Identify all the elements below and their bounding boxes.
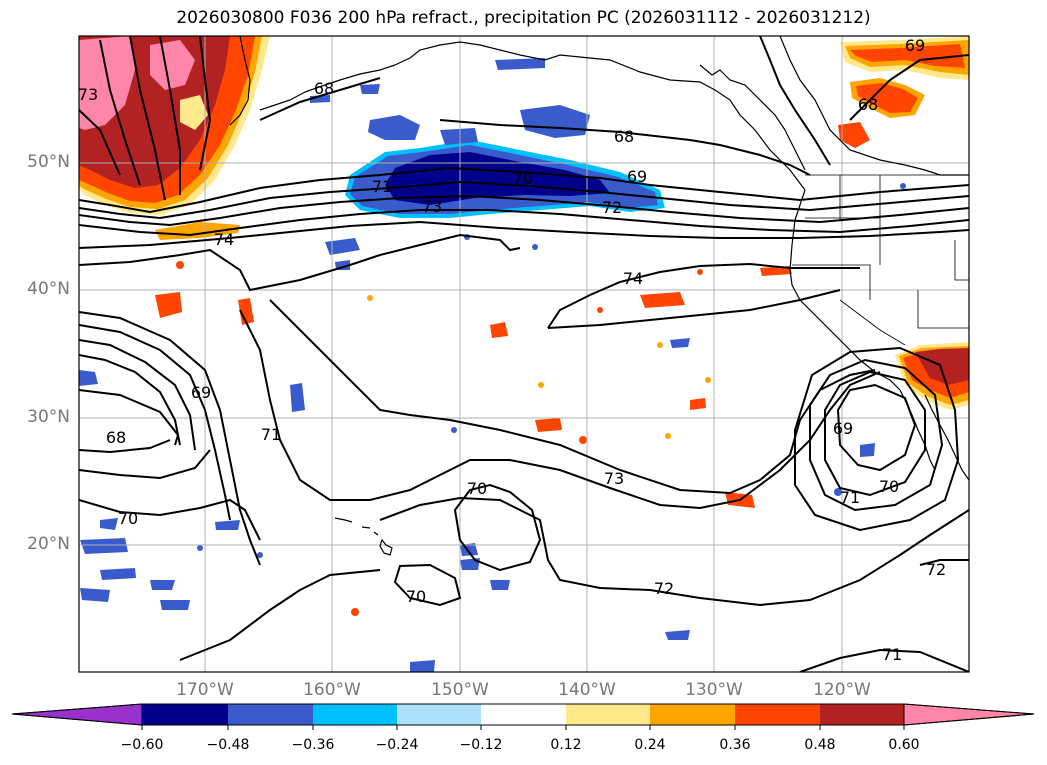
contour-label-70: 70 xyxy=(118,509,138,528)
contour-label-71: 71 xyxy=(840,488,860,507)
colorbar-tick: 0.36 xyxy=(719,737,751,753)
contour-label-73: 73 xyxy=(78,85,98,104)
map-title: 2026030800 F036 200 hPa refract., precip… xyxy=(176,8,871,28)
coastlines xyxy=(229,36,969,556)
colorbar-tick: 0.60 xyxy=(888,737,920,753)
lon-label-140w: 140°W xyxy=(558,680,616,700)
colorbar xyxy=(11,703,1035,730)
state-borders xyxy=(792,174,969,346)
colorbar-tick: 0.12 xyxy=(550,737,582,753)
lat-label-50n: 50°N xyxy=(27,152,70,172)
colorbar-tick: −0.60 xyxy=(120,737,164,753)
contour-label-70: 70 xyxy=(513,169,533,188)
contour-label-68: 68 xyxy=(858,95,878,114)
colorbar-tick: −0.12 xyxy=(459,737,503,753)
positive-anomaly-scattered xyxy=(155,222,792,616)
contour-label-68: 68 xyxy=(614,127,634,146)
positive-anomaly-baja xyxy=(895,342,969,410)
contour-label-70: 70 xyxy=(879,477,899,496)
graticule xyxy=(79,36,969,672)
positive-anomaly-nw xyxy=(79,36,270,215)
colorbar-tick: −0.48 xyxy=(206,737,250,753)
contour-label-73: 73 xyxy=(422,197,442,216)
lat-label-20n: 20°N xyxy=(27,534,70,554)
lat-label-40n: 40°N xyxy=(27,279,70,299)
contour-label-72: 72 xyxy=(654,579,674,598)
colorbar-tick: 0.24 xyxy=(634,737,666,753)
positive-anomaly-ne xyxy=(838,36,969,148)
colorbar-tick: −0.36 xyxy=(291,737,335,753)
contour-label-70: 70 xyxy=(467,479,487,498)
contour-label-69: 69 xyxy=(833,419,853,438)
lon-label-130w: 130°W xyxy=(685,680,743,700)
contour-label-74: 74 xyxy=(214,230,234,249)
contour-label-74: 74 xyxy=(623,269,643,288)
contour-label-72: 72 xyxy=(602,198,622,217)
lat-label-30n: 30°N xyxy=(27,407,70,427)
contour-label-70: 70 xyxy=(406,587,426,606)
colorbar-tick: −0.24 xyxy=(375,737,419,753)
contour-label-68: 68 xyxy=(106,428,126,447)
lon-label-160w: 160°W xyxy=(303,680,361,700)
contour-label-73: 73 xyxy=(604,469,624,488)
contour-label-69: 69 xyxy=(905,36,925,55)
contour-label-71: 71 xyxy=(882,645,902,664)
lon-label-120w: 120°W xyxy=(813,680,871,700)
colorbar-tick: 0.48 xyxy=(804,737,836,753)
contour-label-68: 68 xyxy=(314,79,334,98)
contour-label-71: 71 xyxy=(261,425,281,444)
refractivity-contours xyxy=(79,36,969,672)
lon-label-150w: 150°W xyxy=(431,680,489,700)
contour-label-69: 69 xyxy=(627,167,647,186)
contour-label-71: 71 xyxy=(372,177,392,196)
contour-label-72: 72 xyxy=(926,560,946,579)
contour-labels: 68 68 68 68 69 69 69 69 70 70 70 70 70 7… xyxy=(78,36,946,664)
lon-label-170w: 170°W xyxy=(176,680,234,700)
contour-label-69: 69 xyxy=(191,383,211,402)
plot-frame xyxy=(78,35,970,673)
